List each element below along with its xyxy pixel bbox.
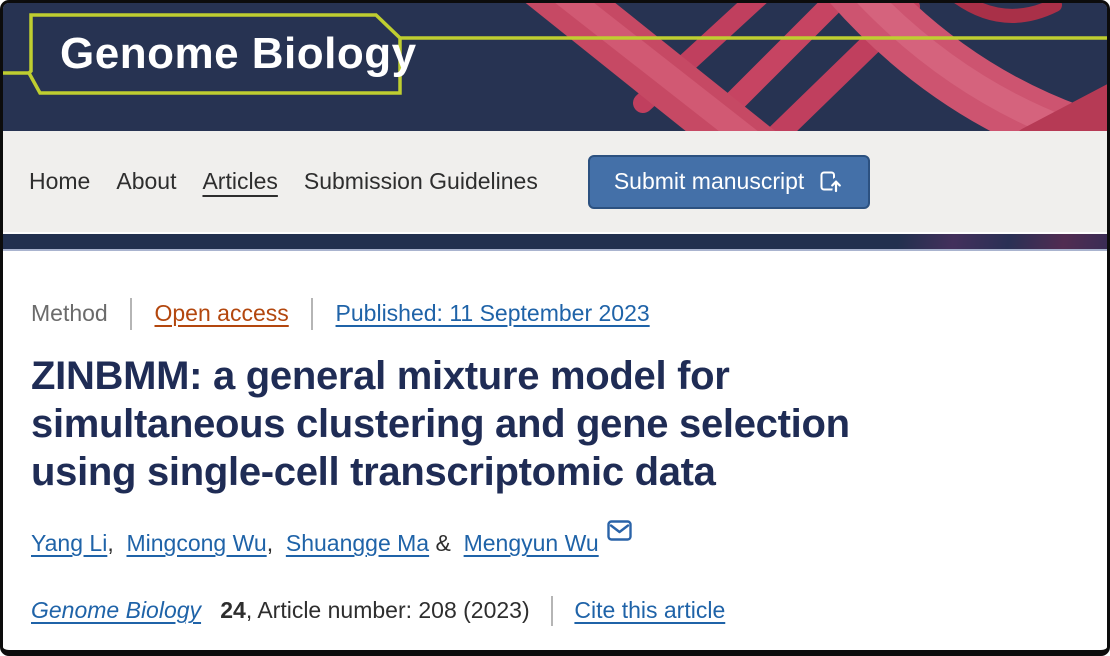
envelope-icon[interactable] — [607, 518, 632, 548]
author-link-yang-li[interactable]: Yang Li — [31, 530, 108, 556]
author-link-shuangge-ma[interactable]: Shuangge Ma — [285, 530, 430, 556]
document-upload-icon — [817, 169, 844, 195]
article-title: ZINBMM: a general mixture model for simu… — [31, 352, 1079, 496]
submit-manuscript-button[interactable]: Submit manuscript — [587, 154, 871, 209]
author-list: Yang Li, Mingcong Wu, Shuangge Ma & Meng… — [31, 520, 1079, 558]
nav-item-submission-guidelines[interactable]: Submission Guidelines — [303, 168, 538, 194]
article-number-text: , Article number: 208 (2023) — [245, 597, 530, 623]
volume-number: 24 — [220, 597, 246, 623]
author-link-mengyun-wu[interactable]: Mengyun Wu — [463, 530, 599, 556]
author-separator: , — [266, 530, 280, 556]
title-line: ZINBMM: a general mixture model for — [31, 354, 730, 398]
article-type-label: Method — [31, 300, 108, 326]
title-line: simultaneous clustering and gene selecti… — [31, 402, 850, 446]
title-line: using single-cell transcriptomic data — [31, 450, 716, 494]
meta-separator — [311, 298, 314, 330]
citation-separator — [551, 596, 554, 626]
open-access-link[interactable]: Open access — [154, 300, 289, 326]
journal-link[interactable]: Genome Biology — [31, 597, 202, 623]
nav-item-about[interactable]: About — [116, 168, 177, 194]
journal-logo[interactable]: Genome Biology — [60, 29, 417, 78]
citation-row: Genome Biology 24, Article number: 208 (… — [31, 594, 1079, 626]
author-separator: & — [429, 530, 458, 556]
meta-separator — [130, 298, 133, 330]
author-link-mingcong-wu[interactable]: Mingcong Wu — [126, 530, 267, 556]
nav-item-articles[interactable]: Articles — [202, 168, 278, 194]
article-content: Method Open access Published: 11 Septemb… — [3, 251, 1107, 626]
nav-item-home[interactable]: Home — [29, 168, 91, 194]
dna-helix-background — [3, 3, 1107, 131]
submit-manuscript-label: Submit manuscript — [613, 168, 805, 194]
header-stripe — [3, 232, 1107, 251]
main-nav: Home About Articles Submission Guideline… — [3, 131, 1107, 232]
article-meta: Method Open access Published: 11 Septemb… — [31, 297, 1079, 330]
published-date-link[interactable]: Published: 11 September 2023 — [335, 300, 650, 326]
cite-article-link[interactable]: Cite this article — [574, 597, 726, 623]
author-separator: , — [107, 530, 121, 556]
journal-header: Genome Biology — [3, 3, 1107, 131]
